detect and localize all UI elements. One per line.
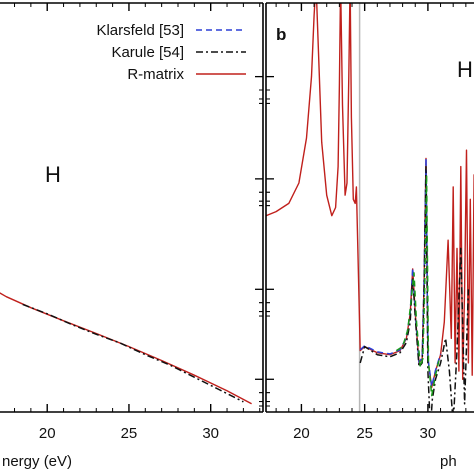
panel-label: b	[276, 25, 286, 44]
x-tick-label: 20	[293, 425, 310, 442]
x-tick-label: 25	[356, 425, 373, 442]
element-label: H	[45, 162, 61, 187]
series-line-karule-54-	[22, 303, 244, 403]
x-tick-label: 30	[420, 425, 437, 442]
legend-label: Klarsfeld [53]	[96, 22, 184, 39]
element-label: H	[457, 57, 473, 82]
legend-label: Karule [54]	[111, 44, 184, 61]
x-axis-title: ph	[440, 453, 457, 470]
legend-label: R-matrix	[127, 66, 184, 83]
legend: Klarsfeld [53] Karule [54] R-matrix	[96, 22, 246, 83]
series-line-r-matrix	[266, 3, 474, 389]
x-axis-title: nergy (eV)	[2, 453, 72, 470]
panel-a: 20 25 30 nergy (eV) H Klarsfeld [53] Karule [5…	[0, 2, 264, 470]
x-tick-label: 25	[121, 425, 138, 442]
series-line-green	[395, 174, 441, 397]
x-tick-label: 20	[39, 425, 56, 442]
x-tick-label: 30	[202, 425, 219, 442]
series-line-karule-54-	[359, 165, 470, 412]
series-group	[266, 3, 474, 412]
series-group	[0, 292, 252, 405]
